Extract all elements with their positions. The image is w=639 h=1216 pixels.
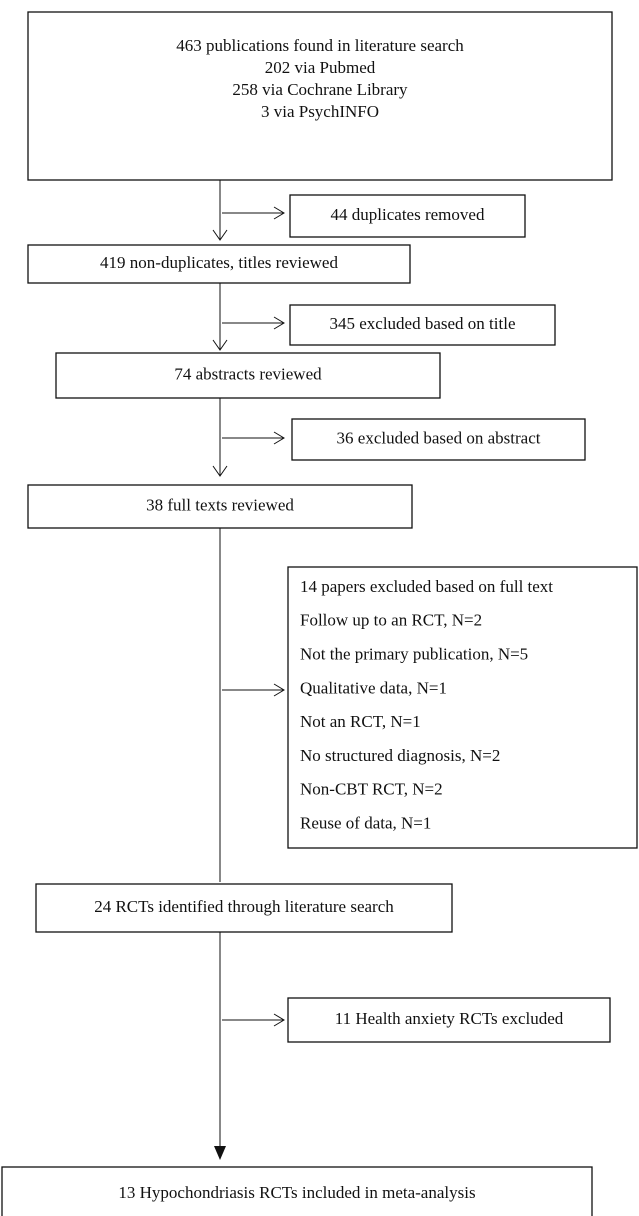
- node-detail: Non-CBT RCT, N=2: [300, 780, 443, 799]
- node-box: [287, 566, 638, 849]
- node-box: [27, 244, 411, 284]
- node-box: [287, 997, 611, 1043]
- node-label: 24 RCTs identified through literature se…: [94, 897, 394, 916]
- connectors: [212, 180, 285, 1160]
- node-label: 11 Health anxiety RCTs excluded: [335, 1009, 564, 1028]
- node-detail: Not the primary publication, N=5: [300, 645, 528, 664]
- node-label: 44 duplicates removed: [331, 205, 485, 224]
- node-label: 74 abstracts reviewed: [174, 364, 322, 383]
- arrow-head: [212, 339, 228, 351]
- arrow-head: [214, 1146, 226, 1160]
- node-box: [289, 304, 556, 346]
- node-label: 38 full texts reviewed: [146, 495, 294, 514]
- node-detail: 202 via Pubmed: [265, 58, 376, 77]
- node-box: [55, 352, 441, 399]
- arrow-head: [273, 683, 285, 697]
- node-box: [1, 1166, 593, 1216]
- node-box: [289, 194, 526, 238]
- node-box: [35, 883, 453, 933]
- arrow-head: [212, 229, 228, 241]
- arrow-head: [273, 316, 285, 330]
- boxes: 463 publications found in literature sea…: [1, 11, 638, 1216]
- node-label: 463 publications found in literature sea…: [176, 36, 464, 55]
- node-detail: Reuse of data, N=1: [300, 814, 431, 833]
- node-label: 345 excluded based on title: [329, 314, 515, 333]
- node-detail: No structured diagnosis, N=2: [300, 746, 500, 765]
- node-label: 14 papers excluded based on full text: [300, 577, 553, 596]
- node-label: 419 non-duplicates, titles reviewed: [100, 253, 338, 272]
- node-detail: 3 via PsychINFO: [261, 102, 379, 121]
- node-box: [27, 11, 613, 181]
- node-detail: Not an RCT, N=1: [300, 712, 421, 731]
- arrow-head: [273, 431, 285, 445]
- node-box: [291, 418, 586, 461]
- arrow-head: [212, 465, 228, 477]
- node-detail: 258 via Cochrane Library: [232, 80, 408, 99]
- node-detail: Qualitative data, N=1: [300, 678, 447, 697]
- node-detail: Follow up to an RCT, N=2: [300, 611, 482, 630]
- arrow-head: [273, 1013, 285, 1027]
- node-label: 13 Hypochondriasis RCTs included in meta…: [118, 1183, 475, 1202]
- node-box: [27, 484, 413, 529]
- node-label: 36 excluded based on abstract: [337, 428, 541, 447]
- arrow-head: [273, 206, 285, 220]
